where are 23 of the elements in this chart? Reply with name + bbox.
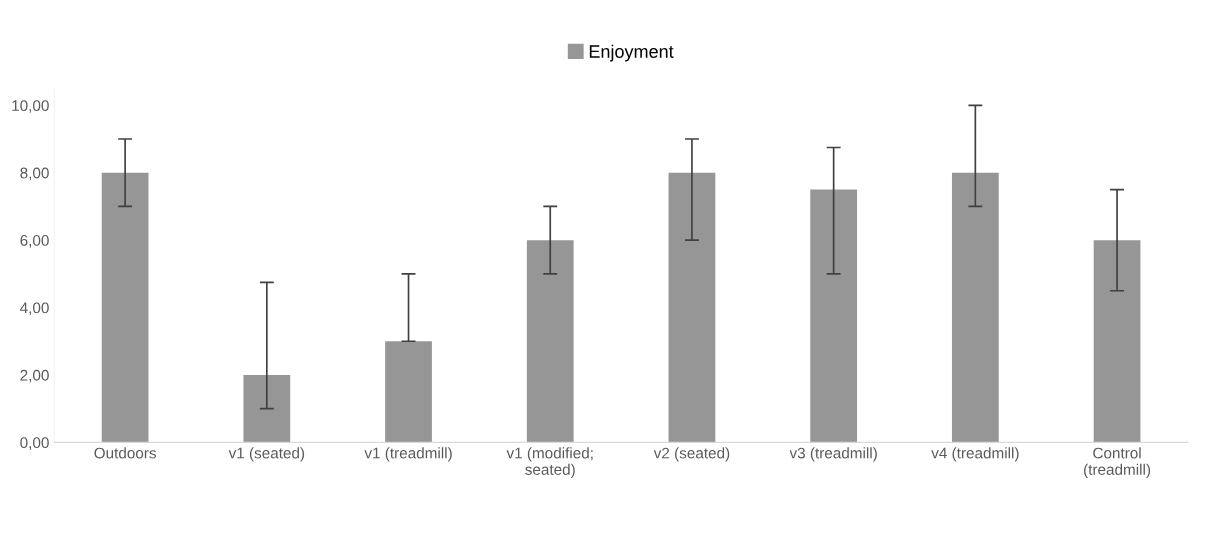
y-tick-label: 0,00 (20, 437, 49, 450)
bar (243, 374, 291, 443)
bar (668, 172, 716, 443)
bar (951, 172, 999, 443)
x-tick-label: v1 (seated) (228, 447, 305, 462)
x-tick-label: Control (treadmill) (1084, 447, 1151, 478)
bar (101, 172, 149, 443)
x-tick-label: v1 (modified; seated) (506, 447, 593, 478)
bar (1093, 240, 1141, 443)
y-tick-label: 4,00 (20, 302, 49, 316)
y-tick-label: 6,00 (20, 235, 49, 248)
y-tick-label: 2,00 (20, 369, 49, 383)
x-tick-label: v1 (treadmill) (364, 447, 452, 462)
x-tick-label: Outdoors (94, 447, 156, 459)
legend-label: Enjoyment (589, 44, 674, 62)
x-tick-label: v3 (treadmill) (789, 447, 877, 462)
bar (810, 189, 858, 443)
x-tick-label: v2 (seated) (653, 447, 730, 462)
bar (526, 240, 574, 443)
y-tick-label: 8,00 (20, 167, 49, 181)
y-tick-label: 10,00 (12, 100, 49, 113)
bar (385, 341, 432, 443)
x-tick-label: v4 (treadmill) (931, 447, 1019, 462)
